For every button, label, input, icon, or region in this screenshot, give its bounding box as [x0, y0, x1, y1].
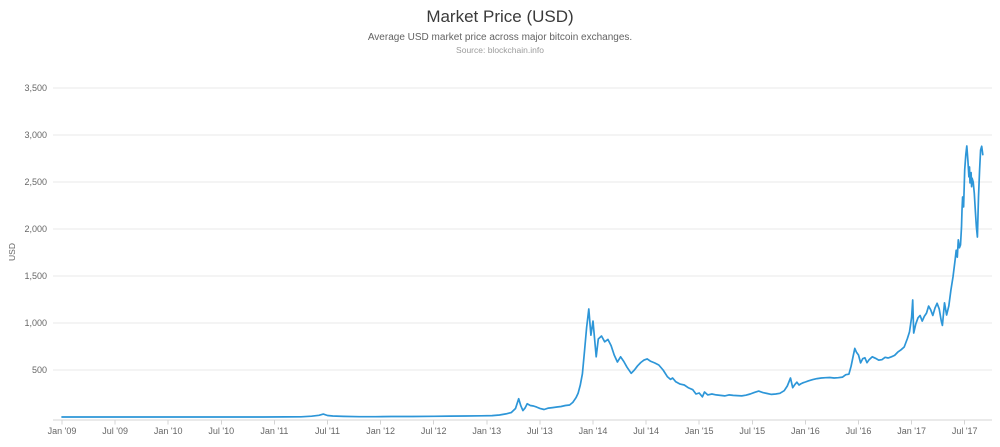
y-axis-tick-label: 2,500 — [24, 177, 47, 187]
y-axis-tick-label: 1,500 — [24, 271, 47, 281]
x-axis-tick-label: Jan '10 — [154, 426, 183, 436]
y-axis-tick-label: 500 — [32, 365, 47, 375]
x-axis-tick-label: Jul '17 — [952, 426, 978, 436]
x-axis-tick-label: Jan '13 — [472, 426, 501, 436]
y-axis-tick-label: 3,500 — [24, 83, 47, 93]
x-axis-tick-label: Jul '11 — [315, 426, 340, 436]
y-axis-tick-label: 3,000 — [24, 130, 47, 140]
x-axis-tick-label: Jan '14 — [579, 426, 608, 436]
x-axis-tick-label: Jul '09 — [102, 426, 128, 436]
x-axis-tick-label: Jul '16 — [846, 426, 872, 436]
x-axis-tick-label: Jan '09 — [48, 426, 77, 436]
chart-source: Source: blockchain.info — [456, 45, 544, 55]
x-axis-tick-label: Jan '15 — [685, 426, 714, 436]
x-axis-tick-label: Jul '10 — [208, 426, 234, 436]
y-axis-tick-label: 2,000 — [24, 224, 47, 234]
x-axis-tick-label: Jul '14 — [633, 426, 659, 436]
x-axis-tick-label: Jan '17 — [897, 426, 926, 436]
y-axis-title: USD — [7, 243, 17, 261]
x-axis-tick-label: Jan '12 — [366, 426, 395, 436]
x-axis-tick-label: Jul '15 — [739, 426, 765, 436]
chart-title: Market Price (USD) — [426, 7, 574, 26]
x-axis-tick-label: Jul '12 — [421, 426, 447, 436]
x-axis-tick-label: Jan '11 — [260, 426, 288, 436]
series-market-price-line[interactable] — [61, 145, 984, 418]
x-axis-tick-label: Jan '16 — [791, 426, 820, 436]
y-axis-tick-label: 1,000 — [24, 318, 47, 328]
x-axis-tick-label: Jul '13 — [527, 426, 553, 436]
chart-subtitle: Average USD market price across major bi… — [367, 32, 633, 43]
